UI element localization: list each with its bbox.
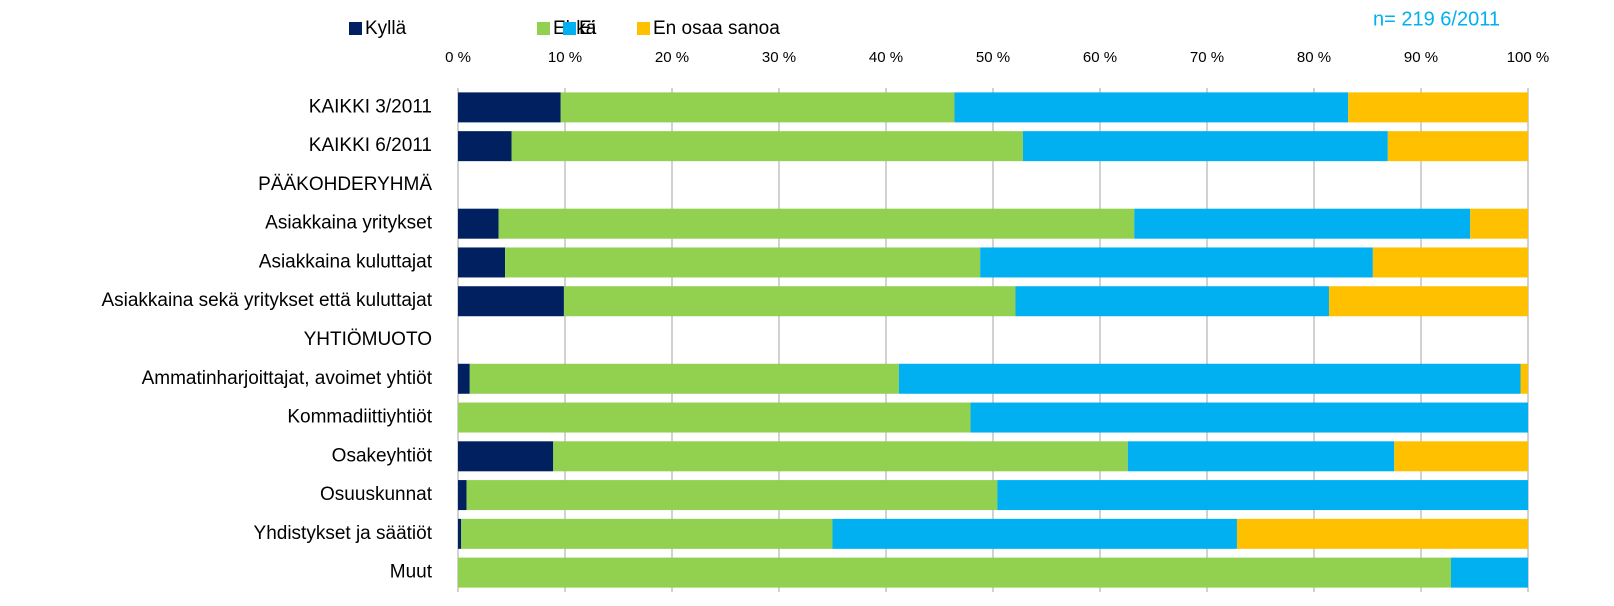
x-tick-label: 40 % [869, 49, 903, 66]
bar-segment [1328, 286, 1528, 317]
bar-segment [458, 480, 467, 511]
legend-label: En osaa sanoa [653, 18, 780, 39]
bar-segment [1134, 208, 1471, 239]
y-tick-label: Osuuskunnat [320, 484, 433, 505]
bar-segment [1372, 247, 1528, 278]
bar-segment [458, 363, 470, 394]
bar-segment [553, 441, 1128, 472]
bar-segment [458, 131, 512, 162]
bar-segment [997, 480, 1528, 511]
y-tick-label: Muut [390, 562, 433, 583]
bar-segment [498, 208, 1135, 239]
bar-segment [1236, 518, 1528, 549]
y-tick-label: Ammatinharjoittajat, avoimet yhtiöt [142, 368, 433, 389]
x-tick-label: 0 % [445, 49, 471, 66]
legend-swatch [637, 22, 650, 35]
bar-segment [458, 286, 564, 317]
legend-label: Ei [579, 18, 596, 39]
bar-segment [458, 208, 499, 239]
bar-segment [898, 363, 1521, 394]
bar-segment [954, 92, 1349, 123]
x-tick-label: 70 % [1190, 49, 1224, 66]
y-tick-label: YHTIÖMUOTO [304, 329, 432, 350]
x-tick-label: 20 % [655, 49, 689, 66]
y-tick-label: Kommadiittiyhtiöt [287, 407, 432, 428]
annotation: n= 219 6/2011 [1373, 8, 1500, 30]
bar-segment [980, 247, 1373, 278]
bar-segment [461, 518, 833, 549]
y-tick-label: Asiakkaina yritykset [265, 213, 433, 234]
y-tick-label: Yhdistykset ja säätiöt [254, 523, 433, 544]
y-tick-label: KAIKKI 3/2011 [309, 96, 432, 117]
y-tick-label: Asiakkaina sekä yritykset että kuluttaja… [101, 290, 432, 311]
legend-swatch [537, 22, 550, 35]
bar-segment [1520, 363, 1528, 394]
bar-segment [458, 247, 506, 278]
bar-segment [1387, 131, 1528, 162]
x-tick-label: 90 % [1404, 49, 1438, 66]
bar-segment [1015, 286, 1329, 317]
x-tick-label: 10 % [548, 49, 582, 66]
x-tick-label: 80 % [1297, 49, 1331, 66]
bar-segment [458, 92, 561, 123]
x-tick-label: 60 % [1083, 49, 1117, 66]
y-tick-label: KAIKKI 6/2011 [309, 135, 432, 156]
bar-segment [458, 518, 462, 549]
bar-segment [458, 402, 971, 433]
legend-swatch [563, 22, 576, 35]
bar-segment [1348, 92, 1528, 123]
y-tick-label: PÄÄKOHDERYHMÄ [258, 174, 432, 195]
x-tick-label: 100 % [1507, 49, 1550, 66]
bar-segment [505, 247, 981, 278]
y-tick-label: Osakeyhtiöt [332, 445, 433, 466]
legend-label: Kyllä [365, 18, 407, 39]
y-tick-label: Asiakkaina kuluttajat [259, 251, 433, 272]
bar-segment [1394, 441, 1528, 472]
x-tick-label: 50 % [976, 49, 1010, 66]
bar-segment [1470, 208, 1528, 239]
bar-segment [970, 402, 1528, 433]
bar-segment [1450, 557, 1528, 588]
bar-segment [469, 363, 899, 394]
bar-segment [1127, 441, 1395, 472]
bar-segment [832, 518, 1237, 549]
x-tick-label: 30 % [762, 49, 796, 66]
bar-segment [563, 286, 1016, 317]
bar-segment [466, 480, 998, 511]
bar-segment [560, 92, 955, 123]
bar-segment [458, 557, 1451, 588]
bar-segment [1022, 131, 1388, 162]
legend-swatch [349, 22, 362, 35]
bar-segment [458, 441, 554, 472]
bar-segment [511, 131, 1023, 162]
